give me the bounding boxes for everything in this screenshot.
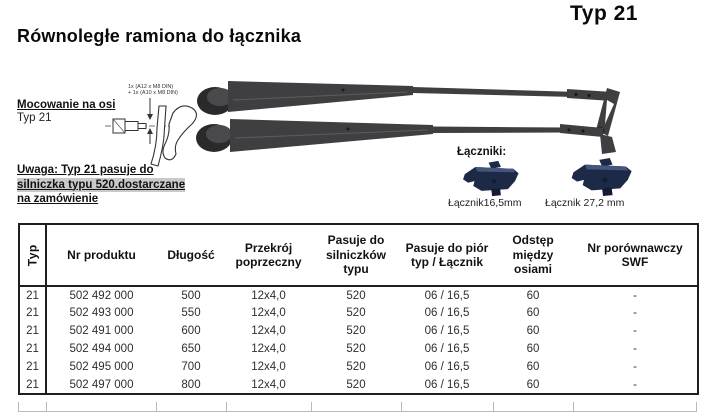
- table-cell: -: [633, 289, 637, 302]
- table-cell: 502 494 000: [69, 343, 134, 355]
- table-cell: 520: [346, 307, 366, 319]
- page-title: Równoległe ramiona do łącznika: [17, 26, 302, 46]
- table-cell: 21: [19, 304, 47, 322]
- table-cell: 520: [346, 343, 366, 355]
- table-cell: 60: [526, 289, 540, 302]
- note-block: Uwaga: Typ 21 pasuje do silniczka typu 5…: [17, 163, 186, 207]
- table-row: 21 502 492 000 500 12x4,0 520 06 / 16,5 60 -: [19, 286, 698, 304]
- table-cell: 06 / 16,5: [424, 289, 470, 302]
- table-cell: 21: [19, 340, 47, 358]
- table-cell: 12x4,0: [251, 289, 286, 302]
- table-body: 21 502 492 000 500 12x4,0 520 06 / 16,5 60 - 21 5…: [19, 286, 698, 394]
- products-table: Typ Nr produktu Długość Przekrój poprzeczny…: [18, 223, 699, 395]
- mount-heading: Mocowanie na osi: [17, 99, 116, 111]
- table-cell: 06 / 16,5: [424, 325, 470, 337]
- table-cell: 06 / 16,5: [424, 343, 470, 355]
- type-label: Typ 21: [570, 2, 638, 25]
- connector-16mm-label: Łącznik16,5mm: [448, 197, 522, 209]
- column-header: Pasuje do silniczków typu: [311, 224, 401, 287]
- note-line: Uwaga: Typ 21 pasuje do: [17, 164, 154, 176]
- fastener-annotation: 1x (A12 x M8 DIN) + 1x (A10 x M8 DIN): [128, 84, 178, 96]
- table-cell: 502 497 000: [69, 378, 134, 391]
- table-cell: 12x4,0: [251, 307, 286, 319]
- table-cell: 502 492 000: [69, 289, 134, 302]
- column-header: Typ: [19, 224, 47, 287]
- table-cell: 520: [346, 325, 366, 337]
- table-cell: 60: [526, 343, 540, 355]
- table-head-row: Typ Nr produktu Długość Przekrój poprzeczny…: [19, 224, 698, 287]
- column-header: Odstęp między osiami: [493, 224, 573, 287]
- column-header: Przekrój poprzeczny: [226, 224, 311, 287]
- fastener-annotation-line1: 1x (A12 x M8 DIN): [128, 84, 174, 90]
- table-cell: -: [633, 378, 637, 391]
- table-cell: 06 / 16,5: [424, 361, 470, 373]
- table-cell: 12x4,0: [251, 361, 286, 373]
- table-cell: 12x4,0: [251, 325, 286, 337]
- table-row: 21 502 491 000 600 12x4,0 520 06 / 16,5 60 -: [19, 322, 698, 340]
- table-cell: 600: [181, 325, 201, 337]
- table-cell: 700: [181, 361, 201, 373]
- table-row: 21 502 494 000 650 12x4,0 520 06 / 16,5 60 -: [19, 340, 698, 358]
- table-cell: 60: [526, 378, 540, 391]
- table-cell: 60: [526, 307, 540, 319]
- table-cell: -: [633, 307, 637, 319]
- axis-mount-drawing: [105, 98, 198, 167]
- column-header: Nr porównawczy SWF: [573, 224, 698, 287]
- mount-subheading: Typ 21: [17, 112, 52, 124]
- table-cell: 21: [19, 376, 47, 394]
- column-header: Długość: [156, 224, 226, 287]
- table-cell: 520: [346, 378, 366, 391]
- table-cell: 60: [526, 361, 540, 373]
- table-cell: 502 493 000: [69, 307, 134, 319]
- table-cell: -: [633, 361, 637, 373]
- table-row: 21 502 493 000 550 12x4,0 520 06 / 16,5 60 -: [19, 304, 698, 322]
- table-cell: 502 491 000: [69, 325, 134, 337]
- table-row: 21 502 497 000 800 12x4,0 520 06 / 16,5 60 -: [19, 376, 698, 394]
- note-line-highlighted: silniczka typu 520.dostarczane: [17, 177, 186, 192]
- table-cell: 06 / 16,5: [424, 307, 470, 319]
- table-cell: 06 / 16,5: [424, 378, 470, 391]
- table-cell: 650: [181, 343, 201, 355]
- column-header: Nr produktu: [46, 224, 156, 287]
- table-cell: 60: [526, 325, 540, 337]
- table-cell: 21: [19, 358, 47, 376]
- connectors-heading: Łączniki:: [457, 146, 507, 158]
- table-cell: 12x4,0: [251, 378, 286, 391]
- connector-16mm-image: [463, 160, 519, 197]
- table-cell: 12x4,0: [251, 343, 286, 355]
- note-line: na zamówienie: [17, 193, 99, 205]
- next-table-fragment: [18, 402, 697, 412]
- wiper-arms-image: [196, 81, 620, 154]
- table-cell: 520: [346, 361, 366, 373]
- table-cell: -: [633, 343, 637, 355]
- table-row: 21 502 495 000 700 12x4,0 520 06 / 16,5 60 -: [19, 358, 698, 376]
- table-cell: 502 495 000: [69, 361, 134, 373]
- table-cell: 800: [181, 378, 201, 391]
- connector-27mm-label: Łącznik 27,2 mm: [545, 197, 625, 209]
- connector-27mm-image: [571, 157, 632, 197]
- table-cell: 21: [19, 322, 47, 340]
- table-cell: -: [633, 325, 637, 337]
- column-header: Pasuje do piór typ / Łącznik: [401, 224, 493, 287]
- table-cell: 550: [181, 307, 201, 319]
- fastener-annotation-line2: + 1x (A10 x M8 DIN): [128, 90, 178, 96]
- table-cell: 21: [19, 286, 47, 304]
- table-cell: 500: [181, 289, 201, 302]
- table-cell: 520: [346, 289, 366, 302]
